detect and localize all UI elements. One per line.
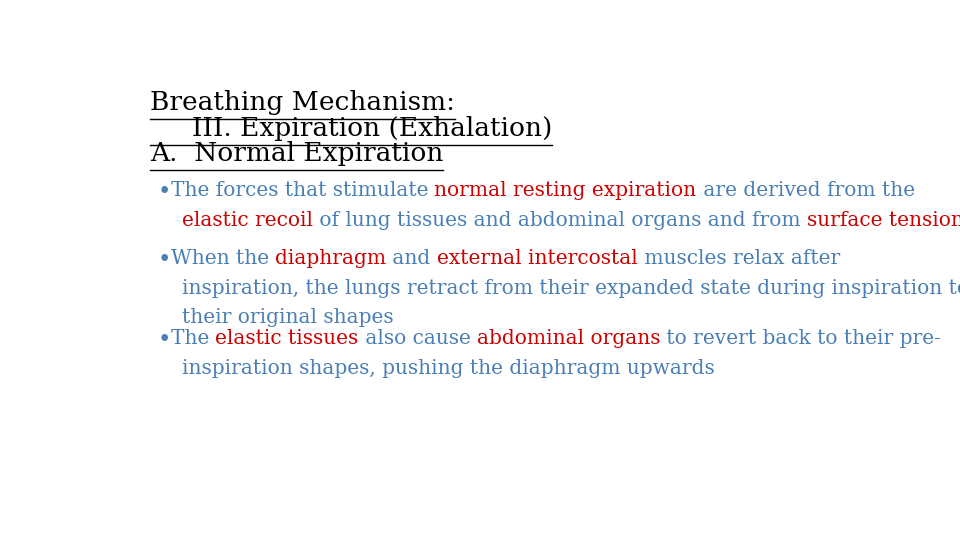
- Text: The forces that stimulate: The forces that stimulate: [171, 181, 435, 200]
- Text: III. Expiration (Exhalation): III. Expiration (Exhalation): [150, 116, 552, 140]
- Text: diaphragm: diaphragm: [276, 248, 386, 268]
- Text: Breathing Mechanism:: Breathing Mechanism:: [150, 90, 455, 114]
- Text: of lung tissues and abdominal organs and from: of lung tissues and abdominal organs and…: [313, 211, 806, 230]
- Text: •: •: [157, 329, 171, 351]
- Text: inspiration shapes, pushing the diaphragm upwards: inspiration shapes, pushing the diaphrag…: [181, 359, 714, 378]
- Text: normal resting expiration: normal resting expiration: [435, 181, 697, 200]
- Text: inspiration, the lungs retract from their expanded state during inspiration to: inspiration, the lungs retract from thei…: [181, 279, 960, 298]
- Text: and: and: [386, 248, 437, 268]
- Text: to revert back to their pre-: to revert back to their pre-: [660, 329, 941, 348]
- Text: external intercostal: external intercostal: [437, 248, 637, 268]
- Text: elastic recoil: elastic recoil: [181, 211, 313, 230]
- Text: also cause: also cause: [359, 329, 477, 348]
- Text: their original shapes: their original shapes: [181, 308, 394, 327]
- Text: •: •: [157, 248, 171, 271]
- Text: The: The: [171, 329, 215, 348]
- Text: When the: When the: [171, 248, 276, 268]
- Text: abdominal organs: abdominal organs: [477, 329, 660, 348]
- Text: elastic tissues: elastic tissues: [215, 329, 359, 348]
- Text: muscles relax after: muscles relax after: [637, 248, 840, 268]
- Text: surface tension: surface tension: [806, 211, 960, 230]
- Text: •: •: [157, 181, 171, 203]
- Text: are derived from the: are derived from the: [697, 181, 915, 200]
- Text: A.  Normal Expiration: A. Normal Expiration: [150, 141, 444, 166]
